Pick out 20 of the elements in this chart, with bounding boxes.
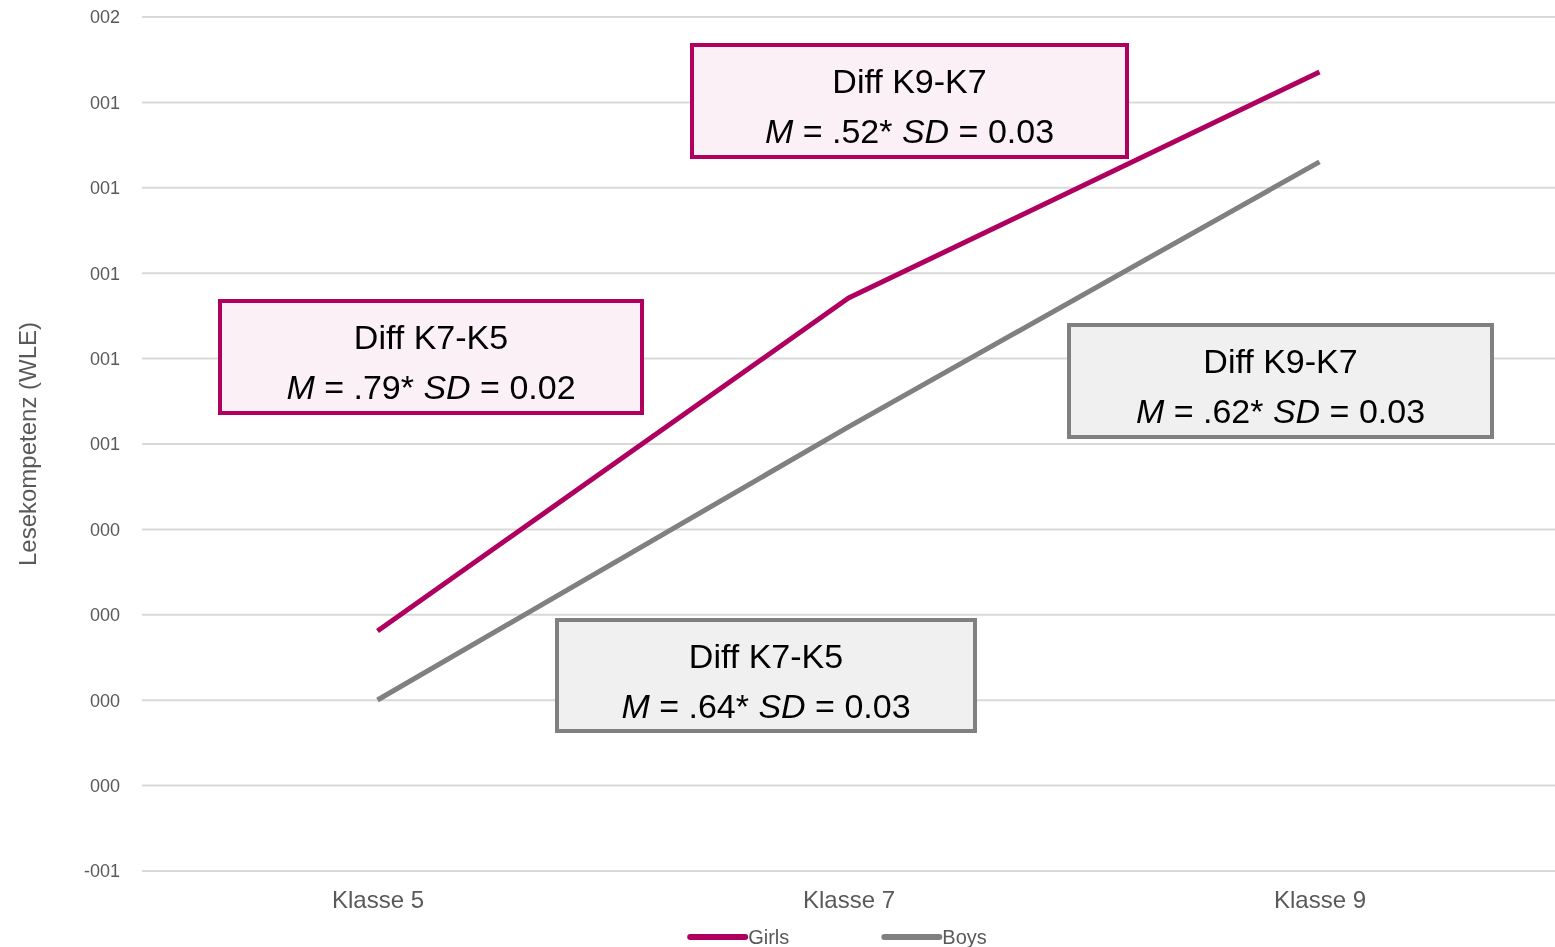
text: Diff K9-K7 M = .62* SD = 0.03	[1135, 342, 1426, 430]
legend-label: Girls	[748, 926, 790, 947]
text: 002	[89, 7, 120, 28]
text: 000	[89, 690, 120, 711]
text: Diff K7-K5 M = .64* SD = 0.03	[621, 637, 911, 725]
x-tick-label: Klasse 9	[1273, 886, 1367, 914]
text: 001	[89, 92, 120, 113]
text: Diff K9-K7 M = .52* SD = 0.03	[764, 62, 1055, 150]
text: 001	[89, 178, 120, 199]
text: 001	[89, 263, 120, 284]
text: -001	[83, 861, 120, 882]
text: 001	[89, 348, 120, 369]
text: 001	[89, 434, 120, 455]
text: 000	[89, 775, 120, 796]
text: 000	[89, 605, 120, 626]
x-tick-label: Klasse 7	[802, 886, 896, 914]
y-axis-title: Lesekompetenz (WLE)	[14, 321, 41, 567]
x-tick-label: Klasse 5	[331, 886, 425, 914]
text: Diff K7-K5 M = .79* SD = 0.02	[286, 318, 576, 406]
text: 000	[89, 519, 120, 540]
